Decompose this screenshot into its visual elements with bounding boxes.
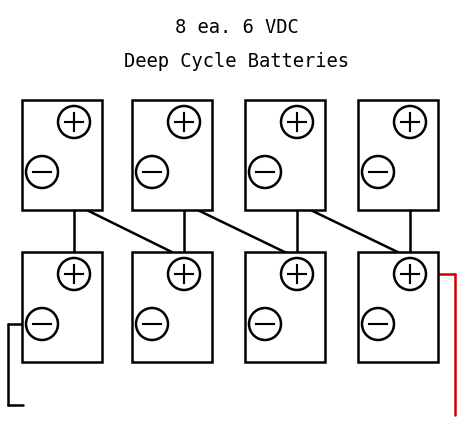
- Bar: [22, 252, 102, 362]
- Circle shape: [26, 308, 58, 340]
- Bar: [132, 252, 212, 362]
- Circle shape: [58, 258, 90, 290]
- Circle shape: [58, 106, 90, 138]
- Bar: [245, 100, 325, 210]
- Bar: [132, 100, 212, 210]
- Circle shape: [394, 258, 426, 290]
- Circle shape: [362, 156, 394, 188]
- Bar: [245, 252, 325, 362]
- Text: 8 ea. 6 VDC: 8 ea. 6 VDC: [175, 18, 299, 37]
- Circle shape: [394, 106, 426, 138]
- Bar: [358, 252, 438, 362]
- Circle shape: [26, 156, 58, 188]
- Circle shape: [362, 308, 394, 340]
- Circle shape: [249, 156, 281, 188]
- Circle shape: [168, 258, 200, 290]
- Bar: [358, 100, 438, 210]
- Circle shape: [281, 106, 313, 138]
- Bar: [22, 100, 102, 210]
- Circle shape: [136, 156, 168, 188]
- Circle shape: [168, 106, 200, 138]
- Circle shape: [249, 308, 281, 340]
- Text: Deep Cycle Batteries: Deep Cycle Batteries: [125, 52, 349, 71]
- Circle shape: [136, 308, 168, 340]
- Circle shape: [281, 258, 313, 290]
